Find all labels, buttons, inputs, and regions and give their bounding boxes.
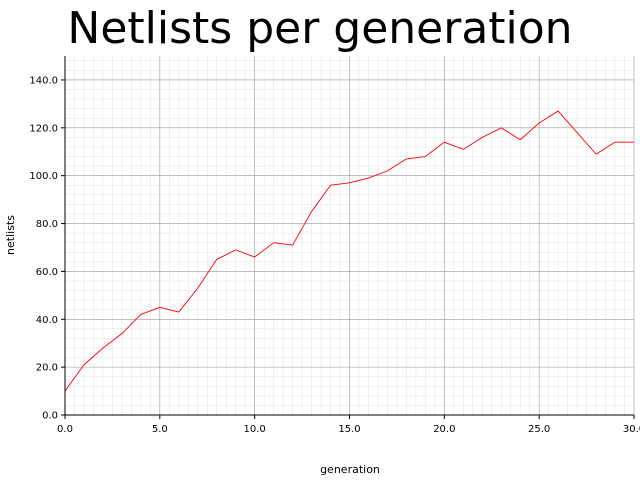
x-tick-labels: 0.0 5.0 10.0 15.0 20.0 25.0 30.0 [57, 424, 640, 435]
series-line [64, 110, 634, 392]
y-tick-label: 0.0 [42, 411, 58, 422]
x-axis-label: generation [320, 463, 380, 476]
x-tick-label: 5.0 [152, 424, 168, 435]
y-tick-labels: 0.0 20.0 40.0 60.0 80.0 100.0 120.0 140.0 [29, 75, 58, 421]
y-tick-label: 20.0 [36, 363, 58, 374]
x-tick-label: 20.0 [433, 424, 455, 435]
x-tick-label: 10.0 [244, 424, 266, 435]
y-axis-label: netlists [4, 215, 17, 255]
y-tick-label: 80.0 [36, 219, 58, 230]
y-tick-label: 40.0 [36, 315, 58, 326]
x-tick-label: 25.0 [528, 424, 550, 435]
y-tick-label: 120.0 [29, 123, 58, 134]
series-layer [64, 110, 634, 392]
y-tick-label: 60.0 [36, 267, 58, 278]
axes [61, 56, 635, 419]
y-tick-label: 140.0 [29, 75, 58, 86]
x-tick-label: 30.0 [623, 424, 640, 435]
chart-title: Netlists per generation [67, 3, 572, 54]
x-tick-label: 0.0 [57, 424, 73, 435]
y-tick-label: 100.0 [29, 171, 58, 182]
x-tick-label: 15.0 [338, 424, 360, 435]
